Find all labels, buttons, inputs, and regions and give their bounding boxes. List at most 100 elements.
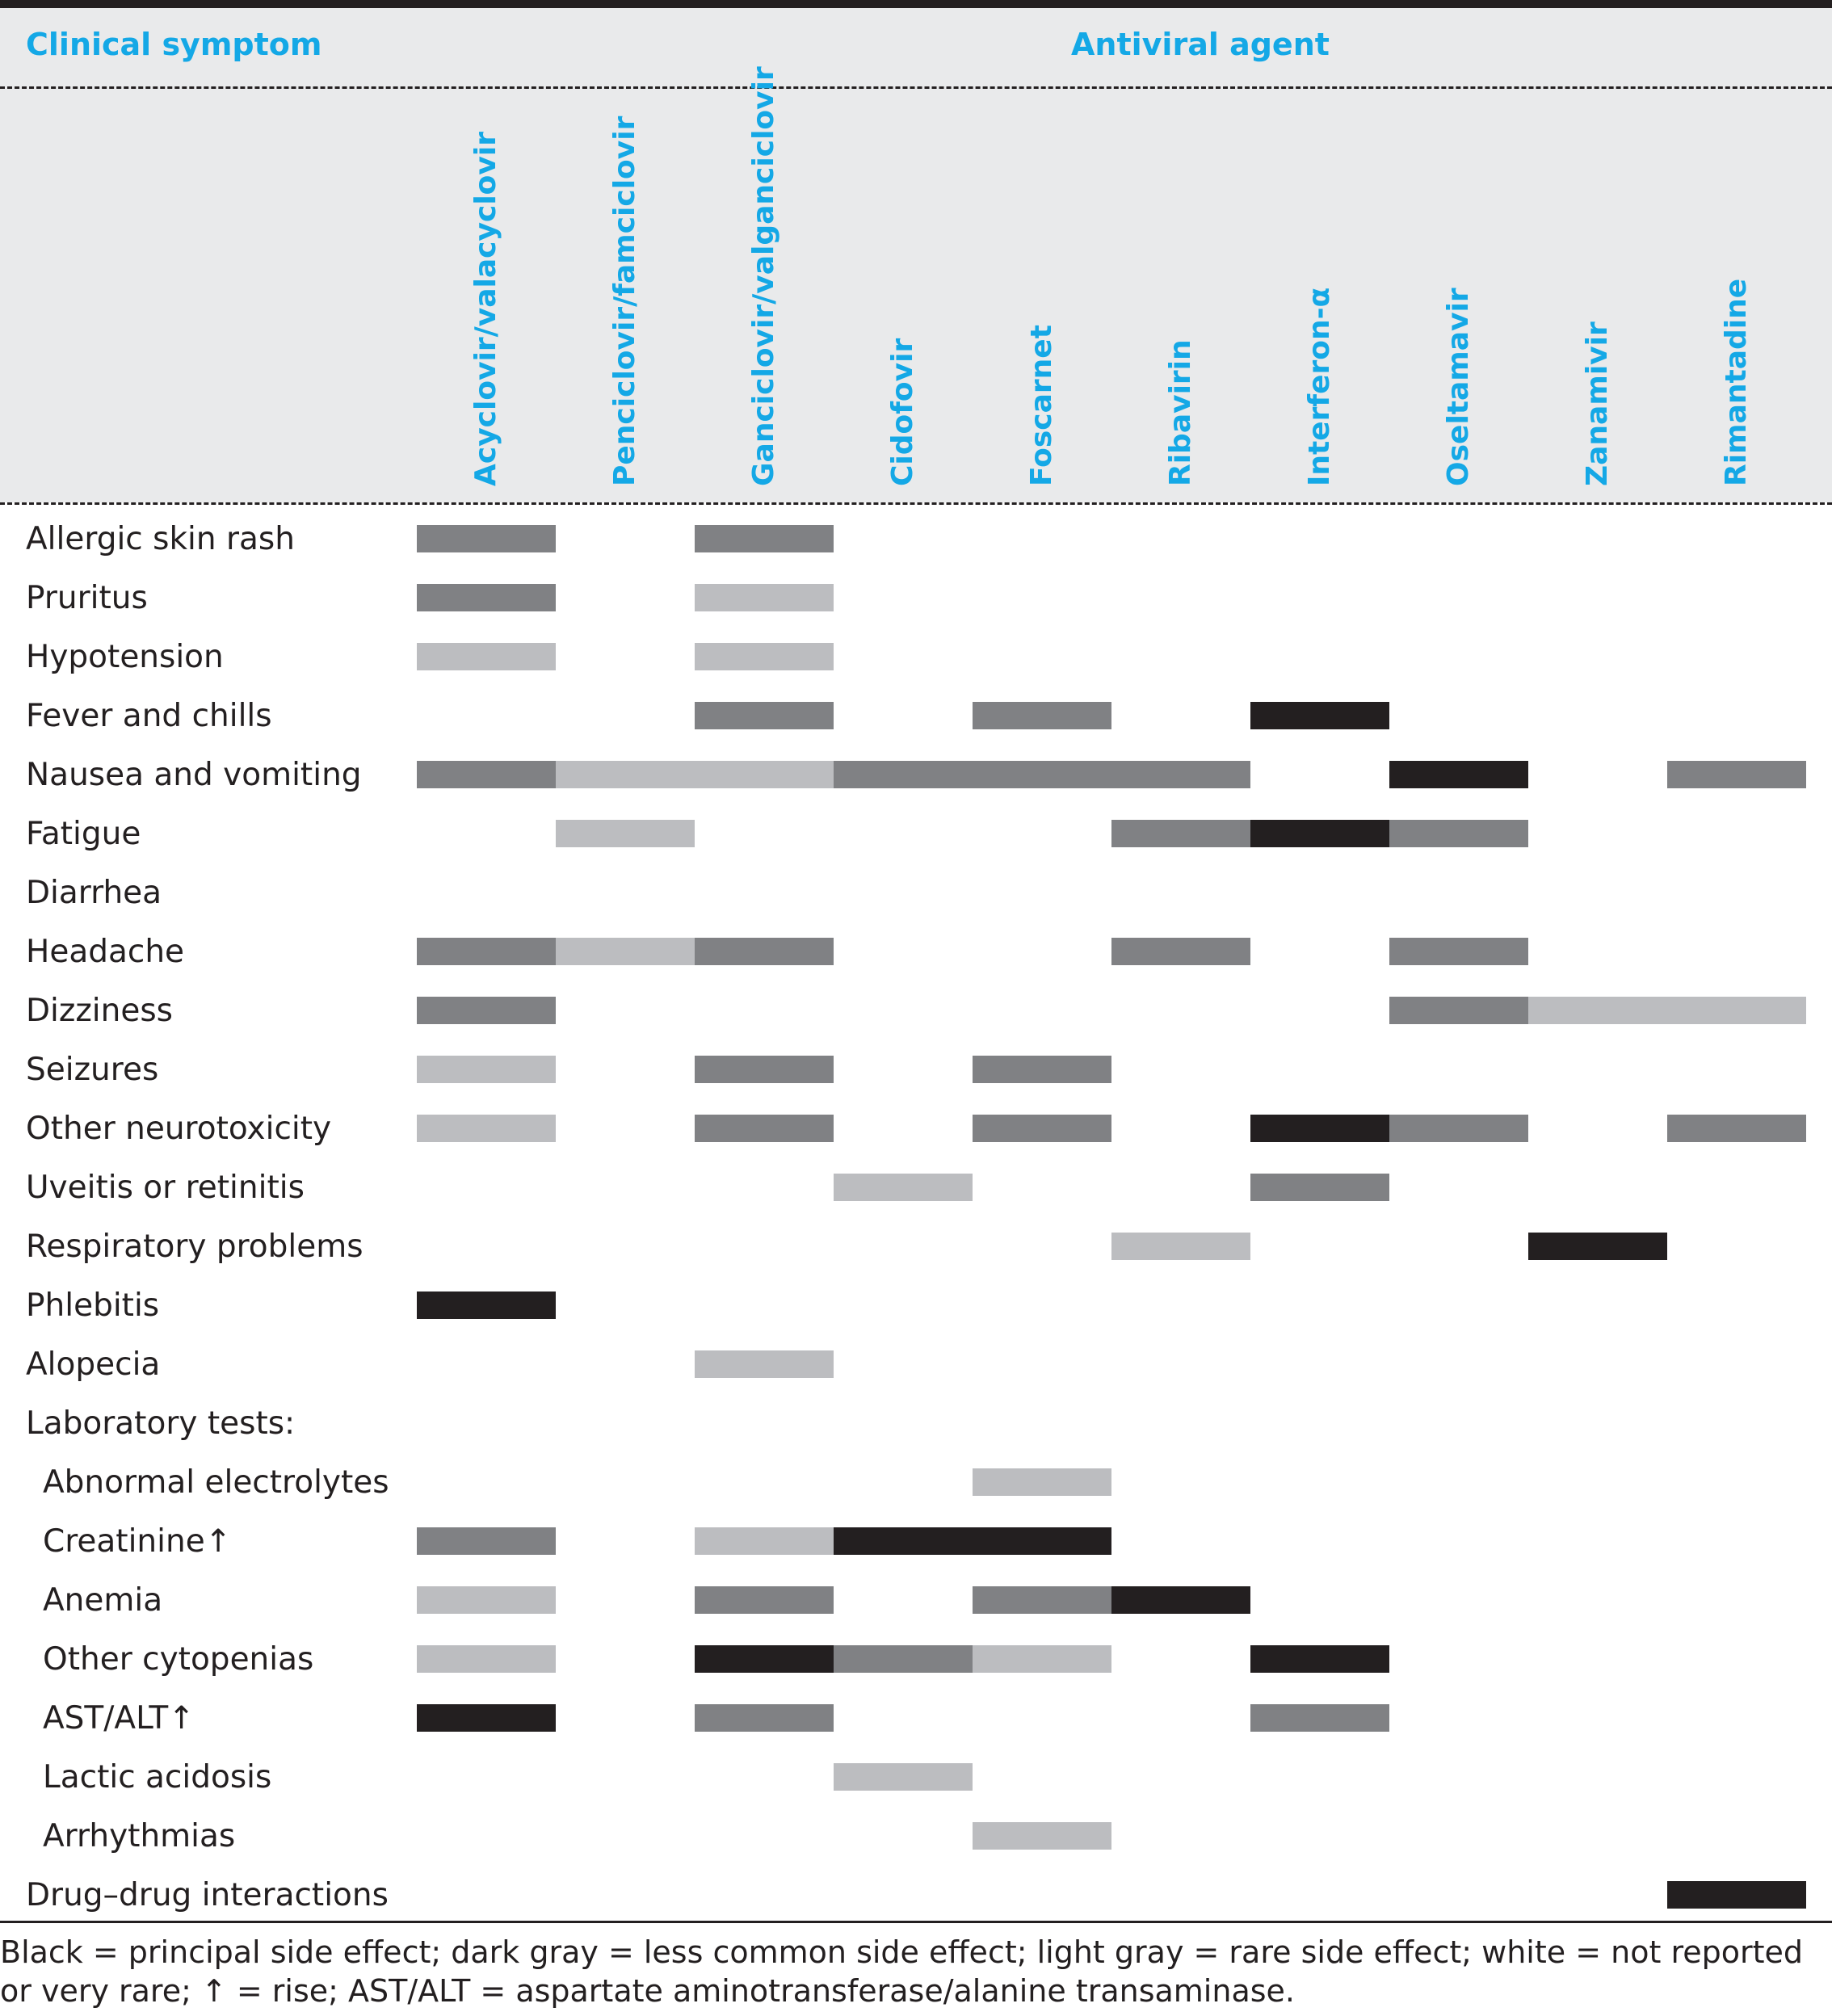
side-effect-cell-light (834, 1174, 973, 1201)
row-label: Other neurotoxicity (26, 1111, 332, 1147)
row-label: Arrhythmias (43, 1818, 236, 1854)
side-effect-cell-dark (1389, 997, 1528, 1024)
side-effect-cell-dark (1667, 761, 1806, 788)
side-effect-cell-dark (1667, 1115, 1806, 1142)
side-effect-cell-black (834, 1527, 973, 1555)
side-effect-cell-light (1111, 1233, 1250, 1260)
side-effect-cell-dark (695, 938, 834, 965)
side-effect-cell-dark (834, 761, 973, 788)
row-label: Pruritus (26, 580, 148, 616)
side-effect-cell-light (695, 1527, 834, 1555)
side-effect-cell-black (1389, 761, 1528, 788)
footnote: Black = principal side effect; dark gray… (0, 1934, 1803, 2009)
row-label: Respiratory problems (26, 1228, 363, 1265)
agent-column-label: Acyclovir/valacyclovir (469, 132, 502, 486)
side-effect-cell-dark (973, 1115, 1111, 1142)
side-effect-cell-black (1111, 1586, 1250, 1614)
row-label: Uveitis or retinitis (26, 1170, 305, 1206)
row-label: Headache (26, 934, 185, 970)
side-effect-cell-dark (973, 761, 1111, 788)
side-effect-cell-light (1667, 997, 1806, 1024)
row-label: Anemia (43, 1582, 163, 1619)
side-effect-cell-light (834, 1763, 973, 1791)
side-effect-cell-dark (1250, 1704, 1389, 1732)
side-effect-cell-black (1250, 1115, 1389, 1142)
row-label: Seizures (26, 1052, 159, 1088)
clinical-symptom-heading: Clinical symptom (26, 27, 322, 62)
side-effect-cell-dark (417, 938, 556, 965)
row-label: Drug–drug interactions (26, 1877, 389, 1913)
side-effect-cell-dark (1111, 820, 1250, 847)
side-effect-cell-dark (973, 1586, 1111, 1614)
agent-column-label: Oseltamavir (1442, 288, 1475, 486)
row-label: Fatigue (26, 816, 141, 852)
side-effect-cell-light (556, 938, 695, 965)
row-label: Diarrhea (26, 875, 162, 911)
side-effect-cell-dark (695, 1115, 834, 1142)
side-effect-cell-black (1250, 820, 1389, 847)
side-effect-cell-dark (973, 1056, 1111, 1083)
side-effect-cell-dark (1111, 761, 1250, 788)
top-rule (0, 0, 1832, 8)
row-label: Fever and chills (26, 698, 272, 734)
agent-column-label: Penciclovir/famciclovir (608, 116, 641, 486)
row-label: Dizziness (26, 993, 173, 1029)
side-effect-cell-black (1667, 1881, 1806, 1909)
row-label: Other cytopenias (43, 1641, 314, 1678)
side-effect-cell-dark (973, 702, 1111, 729)
side-effect-cell-light (973, 1822, 1111, 1850)
agent-column-label: Zanamivir (1581, 321, 1614, 486)
agent-column-label: Cidofovir (886, 338, 919, 486)
side-effect-cell-light (556, 761, 695, 788)
side-effect-cell-light (695, 761, 834, 788)
side-effect-cell-light (695, 584, 834, 611)
side-effect-cell-black (417, 1704, 556, 1732)
side-effect-cell-dark (695, 525, 834, 552)
side-effect-cell-light (973, 1645, 1111, 1673)
side-effect-cell-dark (695, 1056, 834, 1083)
side-effect-cell-dark (417, 761, 556, 788)
agent-column-label: Ribavirin (1164, 339, 1197, 486)
side-effect-cell-dark (695, 1704, 834, 1732)
row-label: Nausea and vomiting (26, 757, 362, 793)
side-effect-cell-light (417, 1586, 556, 1614)
side-effect-cell-light (695, 1350, 834, 1378)
agent-column-label: Interferon-α (1303, 287, 1336, 486)
side-effect-cell-dark (1389, 938, 1528, 965)
side-effect-cell-light (417, 1645, 556, 1673)
agent-column-label: Rimantadine (1720, 278, 1753, 486)
header-divider (0, 86, 1832, 89)
side-effect-cell-dark (417, 997, 556, 1024)
agent-column-label: Foscarnet (1025, 325, 1058, 486)
side-effect-cell-black (973, 1527, 1111, 1555)
row-label: AST/ALT↑ (43, 1700, 195, 1737)
row-label: Allergic skin rash (26, 521, 295, 557)
side-effect-cell-black (695, 1645, 834, 1673)
row-label: Hypotension (26, 639, 224, 675)
antiviral-agent-heading: Antiviral agent (1071, 27, 1330, 62)
side-effect-cell-dark (417, 584, 556, 611)
side-effect-cell-dark (1250, 1174, 1389, 1201)
row-label: Abnormal electrolytes (43, 1464, 389, 1501)
side-effect-cell-black (1528, 1233, 1667, 1260)
row-label: Phlebitis (26, 1287, 160, 1324)
side-effect-cell-dark (1389, 820, 1528, 847)
side-effect-cell-dark (695, 702, 834, 729)
side-effect-cell-light (1528, 997, 1667, 1024)
side-effect-cell-light (695, 643, 834, 670)
header-bottom-divider (0, 502, 1832, 505)
side-effect-cell-dark (417, 525, 556, 552)
row-label: Lactic acidosis (43, 1759, 272, 1796)
side-effect-cell-light (973, 1468, 1111, 1496)
side-effect-cell-dark (834, 1645, 973, 1673)
row-label: Alopecia (26, 1346, 161, 1383)
row-label: Laboratory tests: (26, 1405, 296, 1442)
side-effect-cell-dark (417, 1527, 556, 1555)
side-effect-cell-light (417, 1115, 556, 1142)
side-effect-cell-light (417, 643, 556, 670)
row-label: Creatinine↑ (43, 1523, 232, 1560)
side-effect-cell-black (1250, 1645, 1389, 1673)
side-effect-cell-dark (695, 1586, 834, 1614)
side-effect-cell-light (556, 820, 695, 847)
agent-column-label: Ganciclovir/valganciclovir (747, 66, 780, 486)
